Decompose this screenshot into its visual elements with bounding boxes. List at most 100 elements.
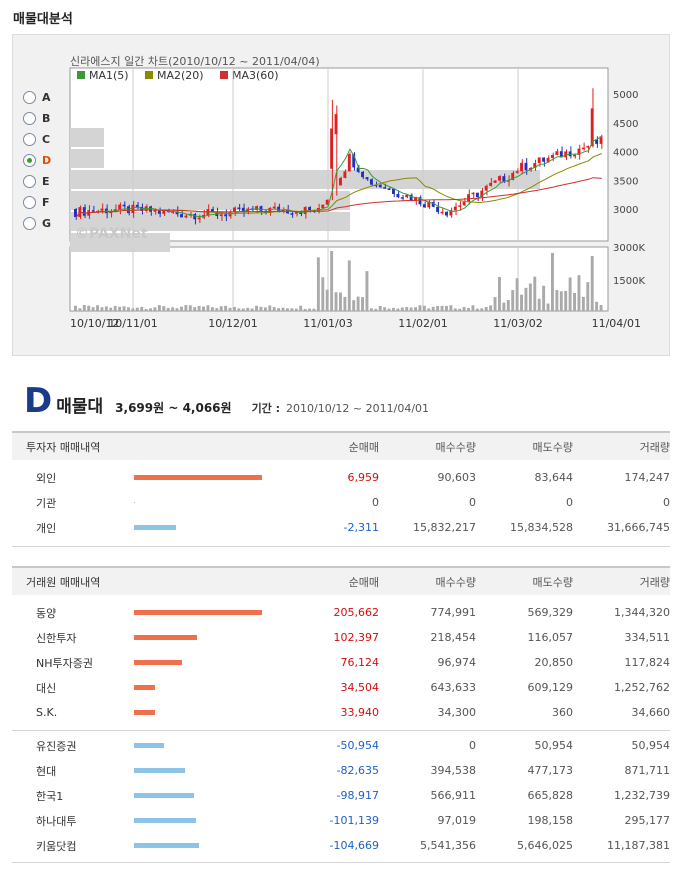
candle-body xyxy=(453,206,457,211)
zone-radio-g[interactable]: G xyxy=(23,213,51,234)
candle-body xyxy=(515,171,519,173)
volume-bar xyxy=(259,306,263,311)
row-name: 신한투자 xyxy=(36,631,77,645)
candle-body xyxy=(378,184,382,188)
net-bar-fill xyxy=(134,710,155,715)
net-bar-fill xyxy=(134,475,262,480)
radio-button-icon[interactable] xyxy=(23,112,36,125)
zone-radio-a[interactable]: A xyxy=(23,87,51,108)
row-net: 76,124 xyxy=(340,656,380,669)
price-tick-label: 3000 xyxy=(613,205,638,216)
header-broker: 거래원 매매내역 xyxy=(26,575,101,589)
candle-body xyxy=(330,128,334,169)
period-label: 기간 : xyxy=(251,402,281,415)
radio-button-icon[interactable] xyxy=(23,196,36,209)
volume-bar xyxy=(303,308,307,311)
radio-button-icon[interactable] xyxy=(23,154,36,167)
volume-bar xyxy=(400,307,404,311)
candle-body xyxy=(347,154,351,172)
zone-radio-c[interactable]: C xyxy=(23,129,51,150)
x-tick-label: 11/01/03 xyxy=(303,317,352,330)
row-buy: 218,454 xyxy=(430,631,477,644)
x-tick-label: 10/10/12 xyxy=(70,317,119,330)
row-net: -2,311 xyxy=(343,521,379,534)
row-sell: 609,129 xyxy=(527,681,574,694)
volume-profile-bar xyxy=(70,212,350,231)
net-bar xyxy=(132,625,282,650)
row-name: 동양 xyxy=(36,606,57,620)
candle-body xyxy=(369,179,373,185)
volume-bar xyxy=(365,271,369,311)
volume-tick-label: 1500K xyxy=(613,276,645,287)
row-buy: 96,974 xyxy=(437,656,477,669)
candle-body xyxy=(581,147,585,150)
zone-radio-f[interactable]: F xyxy=(23,192,51,213)
candle-body xyxy=(122,204,126,207)
row-volume: 1,232,739 xyxy=(614,789,670,802)
candle-body xyxy=(449,210,453,216)
row-net: 102,397 xyxy=(333,631,380,644)
volume-bar xyxy=(87,305,91,311)
candle-body xyxy=(573,154,576,157)
volume-profile-bar xyxy=(70,128,104,147)
volume-bar xyxy=(427,308,431,311)
candle-body xyxy=(511,172,515,180)
net-bar-fill xyxy=(134,843,199,848)
candle-body xyxy=(400,197,404,199)
broker-table-header: 거래원 매매내역 순매매 매수수량 매도수량 거래량 xyxy=(12,566,670,595)
header-net: 순매매 xyxy=(348,575,379,589)
volume-bar xyxy=(392,307,395,311)
volume-bar xyxy=(294,308,298,311)
candle-body xyxy=(436,206,440,213)
volume-bar xyxy=(144,308,148,311)
row-sell: 50,954 xyxy=(534,739,574,752)
row-name: 유진증권 xyxy=(36,739,77,753)
zone-radio-d[interactable]: D xyxy=(23,150,51,171)
candle-body xyxy=(255,206,258,211)
volume-bar xyxy=(511,290,515,311)
candle-body xyxy=(352,154,356,168)
net-bar xyxy=(132,758,282,783)
zone-radio-b[interactable]: B xyxy=(23,108,51,129)
row-sell: 665,828 xyxy=(527,789,574,802)
row-sell: 0 xyxy=(566,496,573,509)
volume-bar xyxy=(449,305,453,311)
legend-swatch xyxy=(77,71,85,79)
candle-body xyxy=(440,211,444,214)
net-bar-fill xyxy=(134,685,155,690)
row-buy: 394,538 xyxy=(430,764,477,777)
row-name: 현대 xyxy=(36,764,57,778)
radio-button-icon[interactable] xyxy=(23,217,36,230)
row-volume: 334,511 xyxy=(624,631,671,644)
header-sell: 매도수량 xyxy=(532,440,573,454)
zone-radio-e[interactable]: E xyxy=(23,171,51,192)
candle-body xyxy=(427,201,431,208)
volume-bar xyxy=(475,308,479,311)
row-sell: 20,850 xyxy=(534,656,574,669)
volume-profile-bar xyxy=(70,149,104,168)
volume-bar xyxy=(480,308,484,311)
candle-body xyxy=(361,171,364,178)
volume-profile-bar xyxy=(70,170,540,189)
volume-bar xyxy=(374,308,378,311)
volume-bar xyxy=(409,307,413,311)
volume-bar xyxy=(286,308,289,311)
volume-bar xyxy=(74,305,77,311)
row-name: 개인 xyxy=(36,521,57,535)
row-net: -104,669 xyxy=(329,839,379,852)
radio-button-icon[interactable] xyxy=(23,133,36,146)
radio-button-icon[interactable] xyxy=(23,91,36,104)
volume-bar xyxy=(352,300,356,311)
volume-bar xyxy=(325,289,329,311)
radio-button-icon[interactable] xyxy=(23,175,36,188)
volume-bar xyxy=(175,308,179,311)
price-tick-label: 4000 xyxy=(613,148,638,159)
table-row: 신한투자 102,397 218,454 116,057 334,511 xyxy=(12,625,670,650)
volume-bar xyxy=(405,307,409,311)
candle-body xyxy=(140,206,144,212)
candle-body xyxy=(259,206,263,211)
candle-body xyxy=(577,148,581,155)
volume-bar xyxy=(418,305,422,311)
candle-body xyxy=(396,193,400,198)
